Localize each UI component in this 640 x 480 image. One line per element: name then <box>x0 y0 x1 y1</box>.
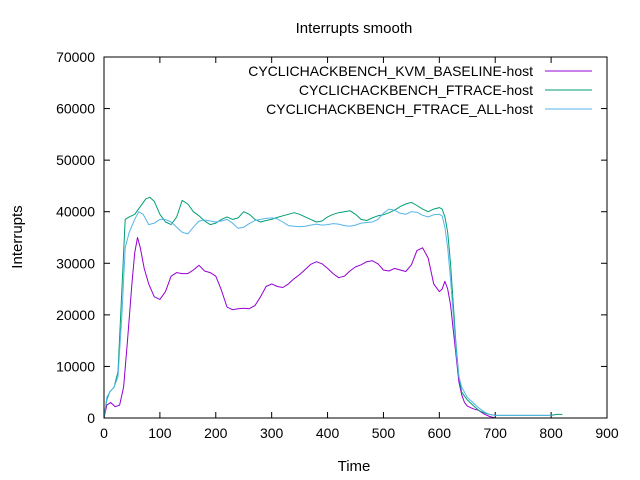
x-tick-label: 800 <box>539 425 563 441</box>
legend: CYCLICHACKBENCH_KVM_BASELINE-host CYCLICH… <box>248 63 592 117</box>
y-tick-label: 60000 <box>56 101 95 117</box>
y-tick-label: 40000 <box>56 204 95 220</box>
x-tick-label: 900 <box>595 425 619 441</box>
x-tick-label: 400 <box>316 425 340 441</box>
series-group <box>103 196 563 419</box>
plot-frame <box>103 56 608 419</box>
x-tick-label: 100 <box>148 425 172 441</box>
x-tick-label: 0 <box>100 425 108 441</box>
x-axis-label: Time <box>338 458 371 475</box>
legend-label: CYCLICHACKBENCH_FTRACE-host <box>299 82 533 98</box>
legend-label: CYCLICHACKBENCH_FTRACE_ALL-host <box>266 101 533 117</box>
series-line <box>103 208 552 419</box>
series-line <box>103 196 563 419</box>
x-tick-label: 600 <box>428 425 452 441</box>
x-tick-label: 200 <box>204 425 228 441</box>
x-tick-label: 500 <box>372 425 396 441</box>
x-tick-label: 300 <box>260 425 284 441</box>
y-tick-label: 30000 <box>56 255 95 271</box>
y-axis-label: Interrupts <box>9 205 26 268</box>
y-tick-label: 50000 <box>56 152 95 168</box>
y-tick-label: 0 <box>87 410 95 426</box>
y-tick-label: 70000 <box>56 49 95 65</box>
series-line <box>103 237 496 419</box>
y-tick-label: 20000 <box>56 307 95 323</box>
x-tick-label: 700 <box>484 425 508 441</box>
axis-ticks: 0 100 200 300 400 500 600 700 800 900 0 10000 20000 3… <box>56 49 619 441</box>
y-tick-label: 10000 <box>56 358 95 374</box>
chart-title: Interrupts smooth <box>296 20 413 37</box>
legend-label: CYCLICHACKBENCH_KVM_BASELINE-host <box>248 63 533 79</box>
